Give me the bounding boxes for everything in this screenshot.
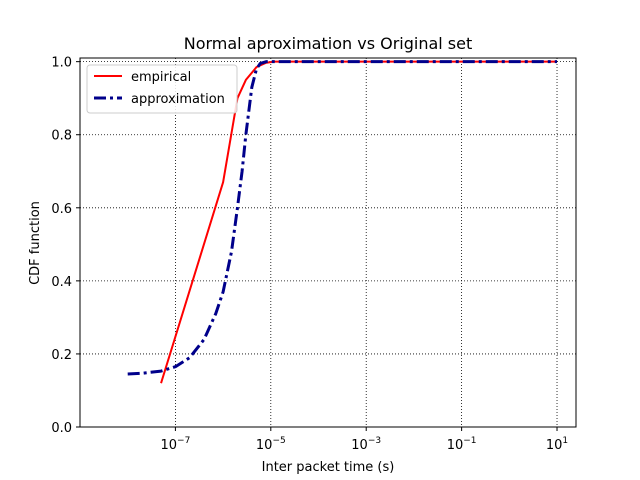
x-tick-exponent: 1: [562, 436, 568, 446]
y-axis-title: CDF function: [28, 201, 43, 285]
chart-title: Normal aproximation vs Original set: [184, 34, 473, 53]
x-tick-exponent: −3: [368, 436, 381, 446]
x-tick-exponent: −5: [272, 436, 285, 446]
legend-box: [86, 64, 238, 114]
y-tick-label: 0.0: [51, 421, 72, 436]
y-tick-label: 0.6: [51, 202, 72, 217]
x-axis-title: Inter packet time (s): [262, 460, 395, 475]
y-tick-label: 0.8: [51, 129, 72, 144]
y-tick-label: 0.4: [51, 275, 72, 290]
y-axis-ticks: 0.0 0.2 0.4 0.6 0.8 1.0: [51, 56, 80, 436]
legend: empirical approximation: [86, 64, 238, 114]
plot-frame: [79, 57, 577, 428]
legend-label-empirical: empirical: [131, 70, 191, 85]
y-tick-label: 1.0: [51, 56, 72, 71]
x-tick-exponent: −7: [177, 436, 190, 446]
legend-label-approximation: approximation: [131, 92, 225, 107]
y-tick-label: 0.2: [51, 348, 72, 363]
x-tick-exponent: −1: [463, 436, 476, 446]
series-layer: [127, 60, 558, 384]
